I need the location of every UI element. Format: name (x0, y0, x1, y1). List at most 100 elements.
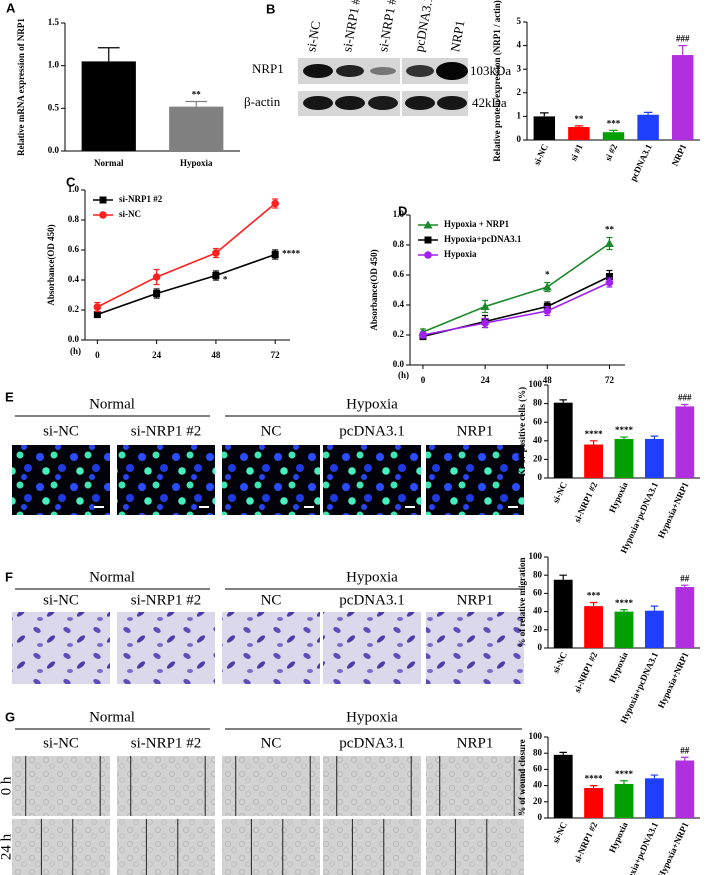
bar (169, 106, 224, 151)
lane-label: pcDNA3.1 (411, 0, 436, 53)
x-tick-label: Hypoxia (607, 650, 630, 684)
error-bar (681, 403, 689, 407)
significance: **** (585, 774, 604, 784)
bar (614, 783, 634, 818)
y-tick-label: 3 (517, 63, 522, 73)
error-bar (589, 785, 598, 789)
y-tick-label: 0 (538, 812, 543, 822)
y-tick-label: 1.0 (393, 209, 405, 219)
y-tick-label: 2 (517, 87, 522, 97)
x-axis-label: (h) (70, 346, 81, 356)
bar (81, 61, 136, 151)
error-bar (559, 399, 567, 403)
significance: **** (615, 598, 634, 608)
blot-row-label: β-actin (244, 94, 281, 109)
y-tick-label: 60 (533, 587, 543, 597)
marker (419, 331, 427, 339)
bar (553, 402, 573, 478)
significance: ## (680, 573, 690, 583)
bar (584, 788, 604, 818)
micrograph (12, 819, 110, 875)
y-axis-label: Relative protein expression (NRP1 / acti… (492, 0, 502, 161)
error-bar (559, 751, 567, 755)
micrograph (426, 756, 524, 816)
significance: ## (680, 745, 690, 755)
bar (584, 606, 604, 648)
column-header: NC (261, 423, 282, 439)
series-line (97, 253, 276, 316)
bar (644, 610, 664, 648)
column-header: NRP1 (457, 592, 494, 608)
micrograph (426, 612, 524, 684)
y-tick-label: 0.8 (68, 214, 80, 224)
band (303, 64, 333, 78)
panel-label: G (5, 709, 15, 724)
column-header: NC (261, 592, 282, 608)
error-bar (589, 601, 598, 607)
micrograph (323, 756, 421, 816)
band (336, 65, 364, 77)
x-tick-label: 72 (605, 375, 615, 385)
column-header: NRP1 (457, 423, 494, 439)
series-line (422, 275, 610, 338)
y-tick-label: 0 (517, 134, 522, 144)
y-tick-label: 0.4 (68, 274, 80, 284)
y-tick-label: 20 (533, 796, 543, 806)
legend-marker (99, 196, 107, 204)
y-axis-label: Ki-67 positive cells (%) (517, 387, 527, 476)
band (335, 96, 365, 110)
micrograph (222, 445, 320, 515)
y-tick-label: 80 (533, 569, 543, 579)
y-tick-label: 80 (533, 398, 543, 408)
error-bar (620, 609, 628, 612)
error-bar (185, 100, 208, 107)
y-tick-label: 0.0 (393, 359, 405, 369)
legend-marker (99, 211, 107, 219)
bar (644, 438, 664, 478)
micrograph (323, 445, 421, 515)
micrograph (117, 612, 215, 684)
column-header: si-NRP1 #2 (131, 423, 201, 439)
lane-label: NRP1 (447, 19, 467, 53)
error-bar (643, 111, 653, 115)
y-axis-label: % of wound closure (517, 739, 527, 816)
bar (675, 760, 695, 818)
x-tick-label: si-NRP1 #2 (572, 820, 600, 864)
lane-label: si-NRP1 #2 (375, 0, 400, 53)
legend-label: Hypoxia+pcDNA3.1 (444, 234, 522, 244)
x-tick-label: si-NRP1 #2 (572, 480, 600, 524)
x-tick-label: 0 (95, 350, 100, 360)
group-header: Normal (89, 569, 135, 585)
marker (605, 278, 614, 287)
y-tick-label: 0.4 (393, 299, 405, 309)
error-bar (589, 440, 598, 445)
column-header: si-NRP1 #2 (131, 735, 201, 751)
error-bar (650, 435, 659, 439)
y-tick-label: 0.5 (48, 102, 60, 112)
x-tick-label: 72 (271, 350, 281, 360)
lane-label: si-NC (303, 20, 323, 53)
y-tick-label: 20 (533, 624, 543, 634)
significance: ### (676, 34, 690, 44)
band (405, 96, 435, 110)
y-tick-label: 40 (533, 780, 543, 790)
y-tick-label: 40 (533, 435, 543, 445)
group-header: Hypoxia (346, 709, 398, 725)
marker (542, 282, 552, 291)
band (303, 96, 333, 110)
legend-label: Hypoxia (444, 249, 477, 259)
column-header: NRP1 (457, 735, 494, 751)
significance: **** (585, 429, 604, 439)
x-axis-label: (h) (398, 370, 409, 380)
x-tick-label: si-NC (551, 820, 569, 844)
micrograph (426, 445, 524, 515)
band (370, 67, 396, 75)
x-tick-label: si-NC (532, 142, 550, 166)
marker (93, 303, 102, 311)
group-header: Normal (89, 396, 135, 412)
panel-label: F (5, 569, 13, 584)
x-tick-label: 48 (211, 350, 221, 360)
micrograph (12, 612, 110, 684)
panel-label: E (5, 389, 14, 404)
y-tick-label: 100 (529, 551, 543, 561)
